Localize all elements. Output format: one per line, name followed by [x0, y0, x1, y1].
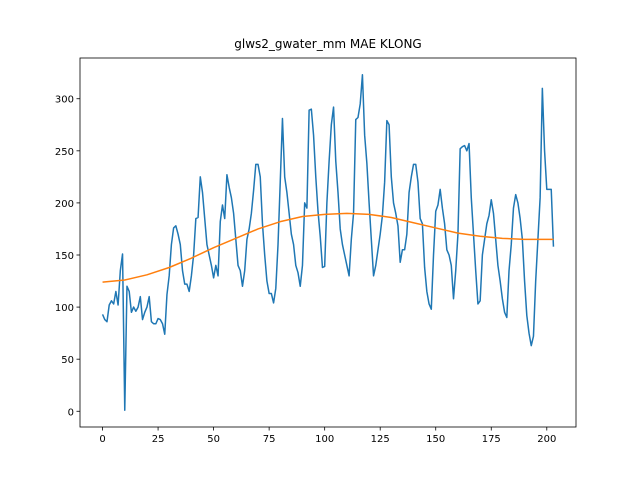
x-tick-label: 25	[152, 434, 165, 445]
x-tick-label: 0	[99, 434, 105, 445]
chart-title: glws2_gwater_mm MAE KLONG	[234, 37, 421, 51]
data-line	[102, 212, 554, 283]
x-tick-label: 150	[426, 434, 445, 445]
y-tick-label: 50	[61, 355, 74, 366]
x-tick-label: 100	[315, 434, 334, 445]
y-tick-label: 150	[55, 251, 74, 262]
x-tick-label: 75	[263, 434, 276, 445]
plot-frame	[79, 57, 577, 428]
data-line	[101, 74, 555, 411]
x-tick-label: 125	[371, 434, 390, 445]
x-tick-label: 200	[537, 434, 556, 445]
x-tick-label: 175	[482, 434, 501, 445]
x-tick-label: 50	[207, 434, 220, 445]
y-tick-label: 100	[55, 303, 74, 314]
y-tick-label: 250	[55, 147, 74, 158]
y-tick-label: 200	[55, 199, 74, 210]
y-tick-label: 0	[68, 407, 74, 418]
y-tick-label: 300	[55, 95, 74, 106]
